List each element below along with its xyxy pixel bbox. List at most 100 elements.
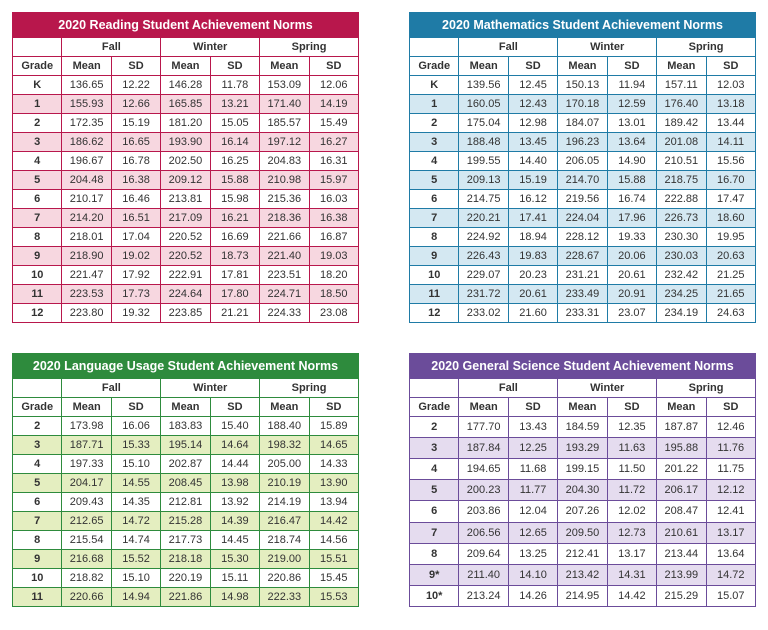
sd-cell: 14.35 xyxy=(111,493,160,512)
sd-cell: 14.42 xyxy=(607,585,656,606)
sd-cell: 14.10 xyxy=(508,564,557,585)
mean-cell: 218.01 xyxy=(62,228,111,247)
mean-cell: 175.04 xyxy=(459,114,508,133)
grade-cell: 4 xyxy=(13,455,62,474)
mean-cell: 210.19 xyxy=(260,474,309,493)
mean-cell: 220.52 xyxy=(161,228,210,247)
sd-cell: 16.46 xyxy=(111,190,160,209)
mean-cell: 217.09 xyxy=(161,209,210,228)
table-row: 5200.2311.77204.3011.72206.1712.12 xyxy=(410,480,756,501)
mean-cell: 222.33 xyxy=(260,588,309,607)
mean-cell: 221.40 xyxy=(260,247,309,266)
metric-header: Mean xyxy=(657,57,706,76)
table-row: 2175.0412.98184.0713.01189.4213.44 xyxy=(410,114,756,133)
table-row: 2172.3515.19181.2015.05185.5715.49 xyxy=(13,114,359,133)
mean-cell: 153.09 xyxy=(260,76,309,95)
grade-cell: 4 xyxy=(410,459,459,480)
mean-cell: 218.36 xyxy=(260,209,309,228)
mean-cell: 218.74 xyxy=(260,531,309,550)
mean-cell: 197.12 xyxy=(260,133,309,152)
grade-cell: 7 xyxy=(13,209,62,228)
mean-cell: 210.51 xyxy=(657,152,706,171)
sd-cell: 21.21 xyxy=(210,304,259,323)
sd-cell: 16.27 xyxy=(309,133,358,152)
sd-cell: 12.65 xyxy=(508,522,557,543)
table-row: 10218.8215.10220.1915.11220.8615.45 xyxy=(13,569,359,588)
mean-cell: 194.65 xyxy=(459,459,508,480)
mean-cell: 187.87 xyxy=(657,417,706,438)
mean-cell: 224.04 xyxy=(558,209,607,228)
sd-cell: 12.73 xyxy=(607,522,656,543)
mean-cell: 224.64 xyxy=(161,285,210,304)
mean-cell: 231.72 xyxy=(459,285,508,304)
sd-cell: 13.25 xyxy=(508,543,557,564)
mean-cell: 177.70 xyxy=(459,417,508,438)
sd-cell: 14.65 xyxy=(309,436,358,455)
sd-cell: 16.51 xyxy=(111,209,160,228)
sd-cell: 12.59 xyxy=(607,95,656,114)
mean-cell: 201.22 xyxy=(657,459,706,480)
grade-cell: 5 xyxy=(13,474,62,493)
sd-cell: 15.19 xyxy=(508,171,557,190)
norms-table: 2020 Language Usage Student Achievement … xyxy=(12,353,359,607)
sd-cell: 12.35 xyxy=(607,417,656,438)
grade-cell: 9* xyxy=(410,564,459,585)
sd-cell: 14.74 xyxy=(111,531,160,550)
mean-cell: 222.91 xyxy=(161,266,210,285)
grade-cell: 8 xyxy=(13,531,62,550)
grade-cell: 10 xyxy=(410,266,459,285)
mean-cell: 210.61 xyxy=(657,522,706,543)
sd-cell: 13.64 xyxy=(706,543,755,564)
sd-cell: 15.30 xyxy=(210,550,259,569)
metric-header: SD xyxy=(111,57,160,76)
mean-cell: 197.33 xyxy=(62,455,111,474)
metric-header: Mean xyxy=(558,398,607,417)
mean-cell: 146.28 xyxy=(161,76,210,95)
mean-cell: 183.83 xyxy=(161,417,210,436)
sd-cell: 16.06 xyxy=(111,417,160,436)
mean-cell: 136.65 xyxy=(62,76,111,95)
mean-cell: 221.66 xyxy=(260,228,309,247)
table-row: 11223.5317.73224.6417.80224.7118.50 xyxy=(13,285,359,304)
mean-cell: 218.82 xyxy=(62,569,111,588)
grade-cell: 10 xyxy=(13,266,62,285)
sd-cell: 12.06 xyxy=(309,76,358,95)
season-header: Winter xyxy=(161,38,260,57)
mean-cell: 204.48 xyxy=(62,171,111,190)
mean-cell: 150.13 xyxy=(558,76,607,95)
table-row: 8224.9218.94228.1219.33230.3019.95 xyxy=(410,228,756,247)
sd-cell: 16.25 xyxy=(210,152,259,171)
mean-cell: 234.19 xyxy=(657,304,706,323)
metric-header: Mean xyxy=(657,398,706,417)
metric-header: Mean xyxy=(161,398,210,417)
mean-cell: 165.85 xyxy=(161,95,210,114)
table-row: 3188.4813.45196.2313.64201.0814.11 xyxy=(410,133,756,152)
mean-cell: 187.84 xyxy=(459,438,508,459)
grade-cell: 12 xyxy=(13,304,62,323)
mean-cell: 187.71 xyxy=(62,436,111,455)
table-row: 4196.6716.78202.5016.25204.8316.31 xyxy=(13,152,359,171)
grade-cell: 11 xyxy=(13,588,62,607)
table-row: 9216.6815.52218.1815.30219.0015.51 xyxy=(13,550,359,569)
sd-cell: 14.64 xyxy=(210,436,259,455)
sd-cell: 12.22 xyxy=(111,76,160,95)
mean-cell: 223.85 xyxy=(161,304,210,323)
grade-cell: 2 xyxy=(410,417,459,438)
mean-cell: 213.24 xyxy=(459,585,508,606)
mean-cell: 214.70 xyxy=(558,171,607,190)
mean-cell: 233.02 xyxy=(459,304,508,323)
season-header: Spring xyxy=(657,379,756,398)
sd-cell: 15.52 xyxy=(111,550,160,569)
table-row: 12223.8019.32223.8521.21224.3323.08 xyxy=(13,304,359,323)
grade-cell: 11 xyxy=(13,285,62,304)
grade-cell: 4 xyxy=(410,152,459,171)
mean-cell: 170.18 xyxy=(558,95,607,114)
sd-cell: 15.56 xyxy=(706,152,755,171)
mean-cell: 214.95 xyxy=(558,585,607,606)
mean-cell: 199.15 xyxy=(558,459,607,480)
grade-cell: 5 xyxy=(410,171,459,190)
season-header: Winter xyxy=(558,379,657,398)
sd-cell: 15.10 xyxy=(111,569,160,588)
sd-cell: 13.21 xyxy=(210,95,259,114)
grade-cell: 5 xyxy=(13,171,62,190)
